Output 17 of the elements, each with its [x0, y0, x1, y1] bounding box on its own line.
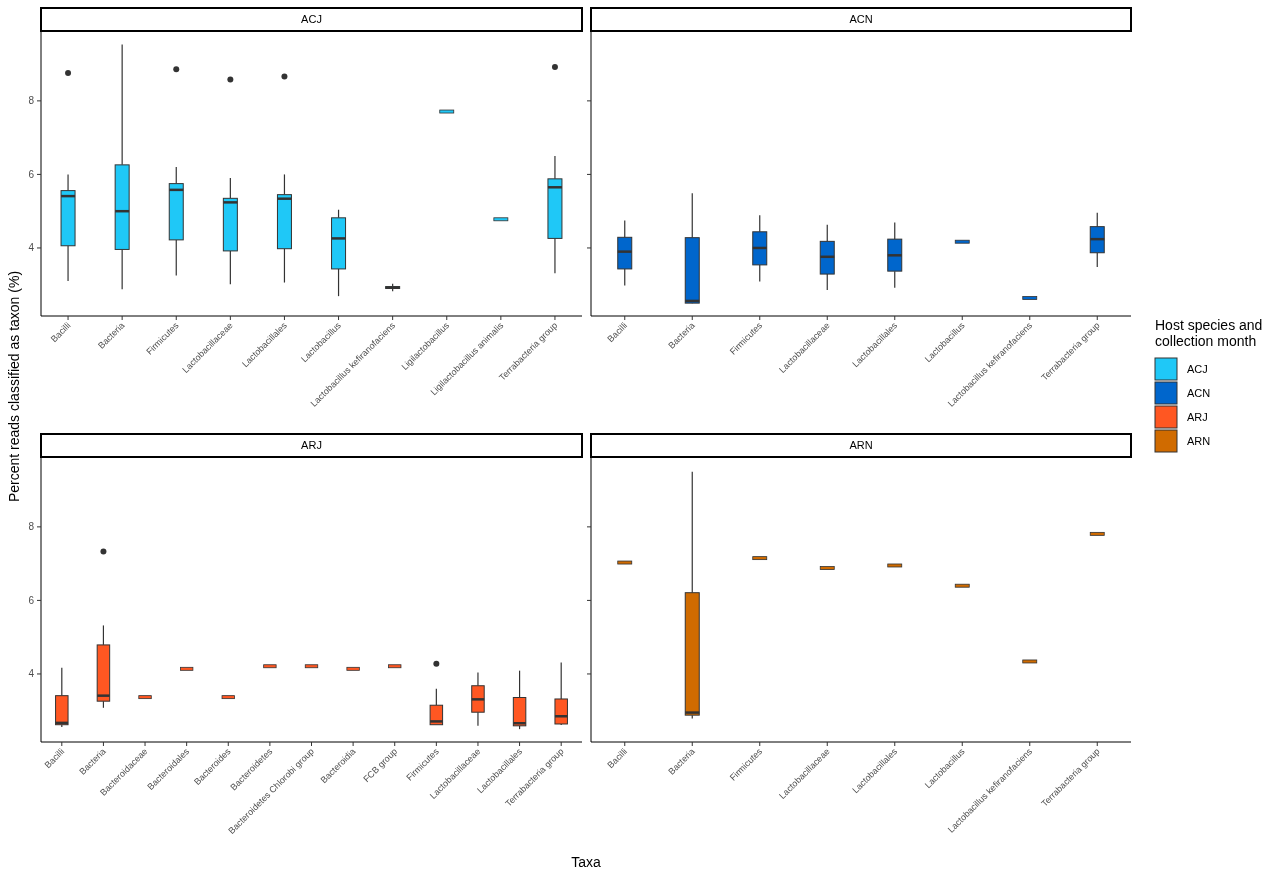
- y-tick-label: 6: [28, 168, 35, 180]
- y-tick-label: 8: [28, 95, 35, 107]
- y-tick-label: 4: [28, 668, 35, 680]
- chart-title: ACJ: [301, 13, 322, 25]
- legend-title: Host species and collection month: [1155, 317, 1263, 349]
- chart-title: ARN: [849, 439, 873, 451]
- legend-label: ARJ: [1187, 410, 1208, 423]
- legend-label: ARN: [1187, 434, 1211, 447]
- y-axis-title: Percent reads classified as taxon (%): [6, 270, 22, 503]
- x-axis-title: Taxa: [571, 854, 601, 870]
- chart-title: ARJ: [301, 439, 322, 451]
- legend-label: ACJ: [1187, 362, 1208, 375]
- y-tick-label: 4: [28, 242, 35, 254]
- y-tick-label: 8: [28, 521, 35, 533]
- chart-title: ACN: [849, 13, 873, 25]
- y-tick-label: 6: [28, 594, 35, 606]
- legend-label: ACN: [1187, 386, 1211, 399]
